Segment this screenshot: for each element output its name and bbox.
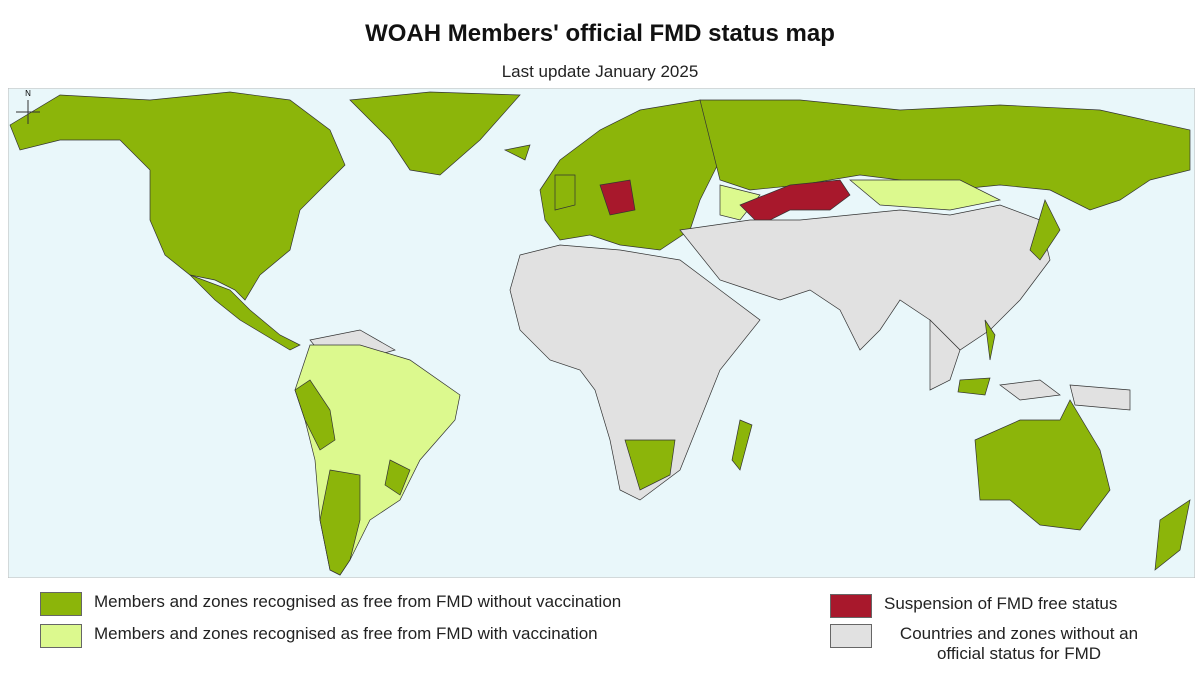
legend-swatch: [40, 592, 82, 616]
map-title: WOAH Members' official FMD status map: [365, 20, 835, 47]
legend-swatch: [830, 624, 872, 648]
legend-label: Members and zones recognised as free fro…: [94, 592, 622, 611]
legend-item: Members and zones recognised as free fro…: [40, 624, 598, 648]
legend-swatch: [40, 624, 82, 648]
legend-item: Countries and zones without an official …: [830, 624, 1154, 664]
map-subtitle: Last update January 2025: [501, 62, 699, 81]
legend-label: Suspension of FMD free status: [884, 594, 1118, 613]
legend-item: Suspension of FMD free status: [830, 594, 1117, 618]
landmasses: [9, 91, 1191, 576]
world-map: N: [8, 88, 1195, 578]
compass: N: [16, 89, 40, 124]
legend-label: Members and zones recognised as free fro…: [94, 624, 598, 643]
compass-label: N: [25, 89, 31, 98]
legend-swatch: [830, 594, 872, 618]
legend-label: Countries and zones without an official …: [899, 624, 1139, 663]
legend-item: Members and zones recognised as free fro…: [40, 592, 621, 616]
